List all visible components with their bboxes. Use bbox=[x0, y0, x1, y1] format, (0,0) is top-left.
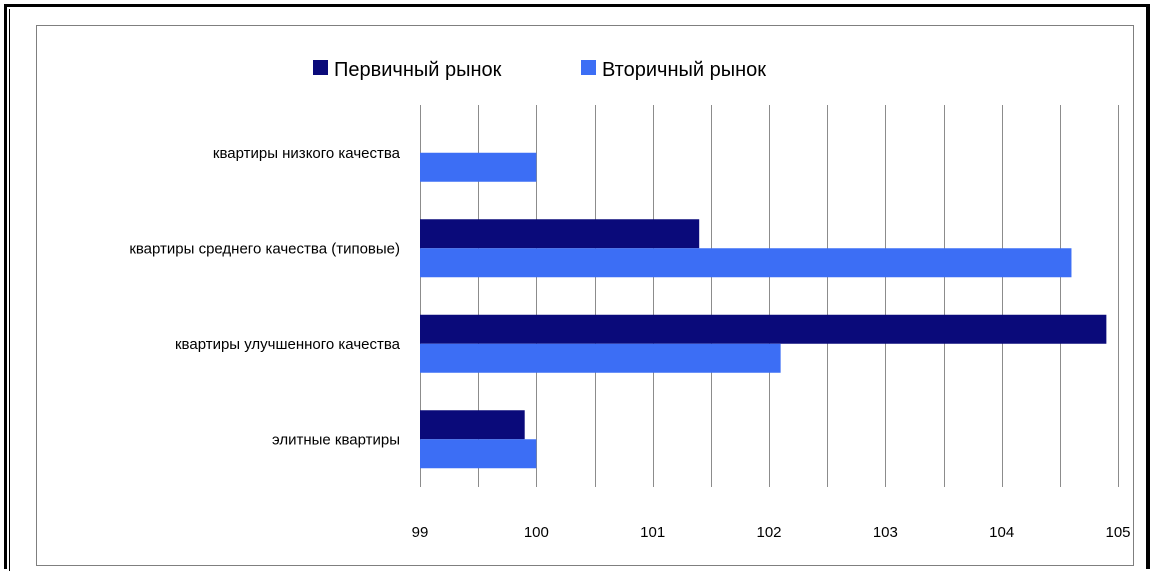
x-tick-label: 99 bbox=[412, 524, 429, 541]
bar-secondary bbox=[420, 343, 781, 373]
x-tick-label: 105 bbox=[1105, 524, 1130, 541]
legend-swatch bbox=[581, 60, 596, 75]
x-tick-label: 103 bbox=[873, 524, 898, 541]
legend-swatch bbox=[313, 60, 328, 75]
category-label: квартиры среднего качества (типовые) bbox=[129, 240, 400, 257]
grid-lines bbox=[420, 105, 1119, 487]
chart-area bbox=[36, 25, 1134, 566]
outer-frame bbox=[4, 4, 1150, 569]
bar-secondary bbox=[420, 152, 537, 182]
inner-frame bbox=[9, 9, 1146, 571]
legend: Первичный рынок Вторичный рынок bbox=[313, 59, 766, 81]
x-tick-label: 101 bbox=[640, 524, 665, 541]
x-tick-label: 104 bbox=[989, 524, 1014, 541]
bar-primary bbox=[420, 314, 1107, 344]
x-tick-label: 102 bbox=[756, 524, 781, 541]
bar-secondary bbox=[420, 439, 537, 469]
bars bbox=[420, 152, 1107, 469]
tick-labels: 99 100 101 102 103 104 105 bbox=[412, 524, 1131, 541]
legend-label: Вторичный рынок bbox=[602, 59, 766, 81]
bar-primary bbox=[420, 410, 525, 440]
category-label: квартиры низкого качества bbox=[213, 145, 401, 162]
bar-secondary bbox=[420, 248, 1072, 278]
legend-label: Первичный рынок bbox=[334, 59, 502, 81]
category-label: квартиры улучшенного качества bbox=[175, 336, 401, 353]
x-tick-label: 100 bbox=[524, 524, 549, 541]
category-label: элитные квартиры bbox=[272, 431, 400, 448]
bar-primary bbox=[420, 219, 700, 249]
category-labels: квартиры низкого качества квартиры средне… bbox=[129, 145, 400, 449]
